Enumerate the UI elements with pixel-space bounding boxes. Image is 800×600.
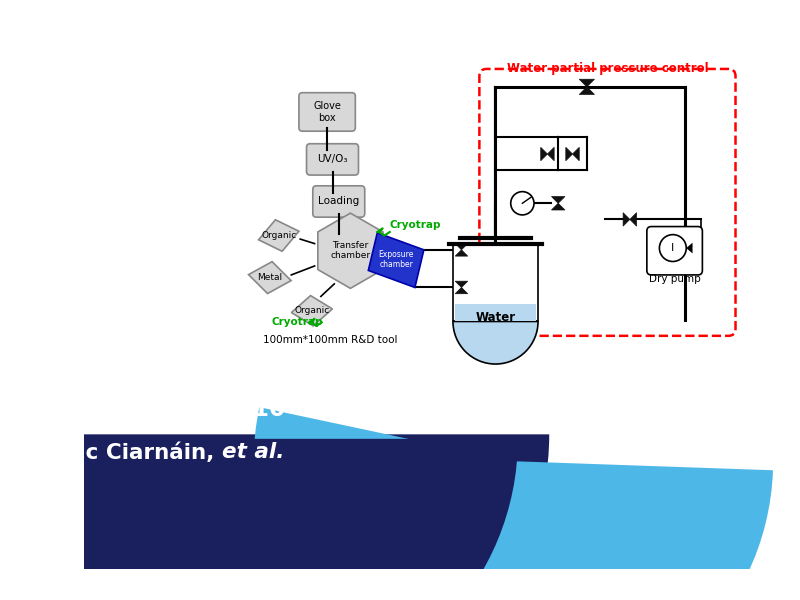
FancyBboxPatch shape bbox=[313, 186, 365, 217]
Polygon shape bbox=[551, 197, 565, 203]
Wedge shape bbox=[0, 439, 518, 600]
Text: Glove
box: Glove box bbox=[313, 101, 341, 123]
Polygon shape bbox=[579, 87, 594, 94]
Circle shape bbox=[510, 191, 534, 215]
Text: Metal: Metal bbox=[258, 273, 282, 282]
Text: 100mm*100mm R&D tool: 100mm*100mm R&D tool bbox=[262, 335, 397, 346]
Text: Transfer
chamber: Transfer chamber bbox=[330, 241, 370, 260]
Polygon shape bbox=[551, 203, 565, 210]
Polygon shape bbox=[455, 244, 468, 250]
Text: I: I bbox=[671, 243, 674, 253]
Wedge shape bbox=[453, 322, 538, 364]
Polygon shape bbox=[455, 287, 468, 294]
Polygon shape bbox=[249, 262, 291, 293]
Text: Dry pump: Dry pump bbox=[649, 274, 701, 284]
Polygon shape bbox=[547, 148, 554, 161]
Polygon shape bbox=[541, 148, 547, 161]
Text: R. Mac Ciarnáin,: R. Mac Ciarnáin, bbox=[18, 442, 222, 463]
Text: Water partial pressure control: Water partial pressure control bbox=[506, 62, 708, 76]
Polygon shape bbox=[686, 242, 693, 253]
Text: Water: Water bbox=[475, 311, 515, 325]
Bar bbox=[453, 244, 538, 322]
Wedge shape bbox=[0, 434, 550, 600]
Text: SID Display Week 2021: SID Display Week 2021 bbox=[101, 356, 398, 379]
Polygon shape bbox=[291, 296, 333, 326]
FancyBboxPatch shape bbox=[299, 92, 355, 131]
Polygon shape bbox=[368, 233, 424, 287]
Bar bbox=[454, 304, 536, 322]
Polygon shape bbox=[258, 220, 299, 251]
Polygon shape bbox=[318, 213, 383, 289]
Polygon shape bbox=[566, 148, 573, 161]
Text: Organic: Organic bbox=[294, 306, 330, 315]
Circle shape bbox=[659, 235, 686, 262]
Text: Organic: Organic bbox=[261, 231, 296, 240]
FancyBboxPatch shape bbox=[647, 227, 702, 275]
Polygon shape bbox=[630, 212, 637, 226]
Wedge shape bbox=[254, 407, 773, 600]
Text: Exposure
chamber: Exposure chamber bbox=[378, 250, 414, 269]
Text: P-116: P-116 bbox=[212, 398, 286, 421]
Text: Cryotrap: Cryotrap bbox=[390, 220, 442, 230]
Polygon shape bbox=[455, 250, 468, 256]
Polygon shape bbox=[579, 79, 594, 87]
FancyBboxPatch shape bbox=[306, 144, 358, 175]
Polygon shape bbox=[623, 212, 630, 226]
Text: et al.: et al. bbox=[222, 442, 285, 462]
Text: Cryotrap: Cryotrap bbox=[271, 317, 323, 328]
Polygon shape bbox=[573, 148, 579, 161]
Text: UV/O₃: UV/O₃ bbox=[318, 154, 348, 164]
Polygon shape bbox=[455, 281, 468, 287]
Text: Loading: Loading bbox=[318, 196, 359, 206]
